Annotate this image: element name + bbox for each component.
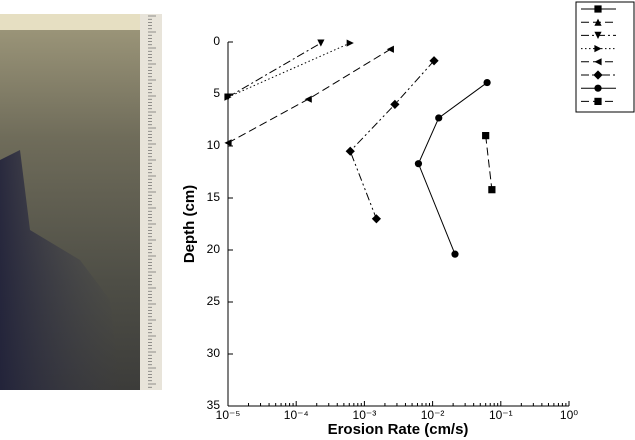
x-tick-label: 10⁻⁵ <box>216 408 241 422</box>
marker <box>594 45 602 53</box>
y-axis-title: Depth (cm) <box>181 185 198 263</box>
series-line <box>227 48 391 144</box>
y-tick-label: 10 <box>207 138 221 152</box>
marker <box>435 114 443 122</box>
core-photo <box>0 14 162 390</box>
marker <box>594 31 602 39</box>
y-tick-label: 35 <box>207 398 221 412</box>
marker <box>224 139 232 147</box>
marker <box>594 97 602 105</box>
marker <box>488 186 496 194</box>
marker <box>451 250 459 258</box>
legend-box <box>575 1 635 113</box>
legend-entry <box>581 97 616 105</box>
marker <box>482 132 490 140</box>
legend-entry <box>581 58 616 66</box>
series-line <box>417 82 488 255</box>
marker <box>483 78 491 87</box>
marker <box>390 99 400 109</box>
marker <box>304 95 312 103</box>
x-tick-label: 10⁻³ <box>353 408 377 422</box>
y-tick-label: 25 <box>207 294 221 308</box>
x-tick-label: 10⁻⁴ <box>284 408 309 422</box>
marker <box>371 214 382 224</box>
series-line <box>227 42 351 98</box>
y-tick-label: 0 <box>213 34 220 48</box>
marker <box>345 146 355 156</box>
marker <box>593 70 603 80</box>
x-tick-label: 10⁻¹ <box>489 408 513 422</box>
legend-entry <box>581 70 616 80</box>
legend-entry <box>581 84 616 92</box>
marker <box>429 56 439 66</box>
marker <box>224 93 232 101</box>
legend-entry <box>581 18 616 26</box>
y-tick-label: 20 <box>207 242 221 256</box>
marker <box>594 58 602 66</box>
legend-entry <box>581 31 616 39</box>
x-axis-title: Erosion Rate (cm/s) <box>328 421 469 438</box>
series-line <box>227 42 322 98</box>
marker <box>594 5 602 13</box>
y-tick-label: 15 <box>207 190 221 204</box>
x-tick-label: 10⁰ <box>560 408 578 422</box>
marker <box>594 18 602 26</box>
marker <box>594 84 602 92</box>
marker <box>346 39 354 47</box>
marker <box>414 160 423 168</box>
marker <box>386 45 394 53</box>
legend-entry <box>581 5 616 13</box>
marker <box>317 39 325 47</box>
series-line <box>485 135 493 190</box>
y-tick-label: 5 <box>213 86 220 100</box>
y-tick-label: 30 <box>207 346 221 360</box>
legend-entry <box>581 45 616 53</box>
x-tick-label: 10⁻² <box>421 408 445 422</box>
series-line <box>349 60 435 219</box>
